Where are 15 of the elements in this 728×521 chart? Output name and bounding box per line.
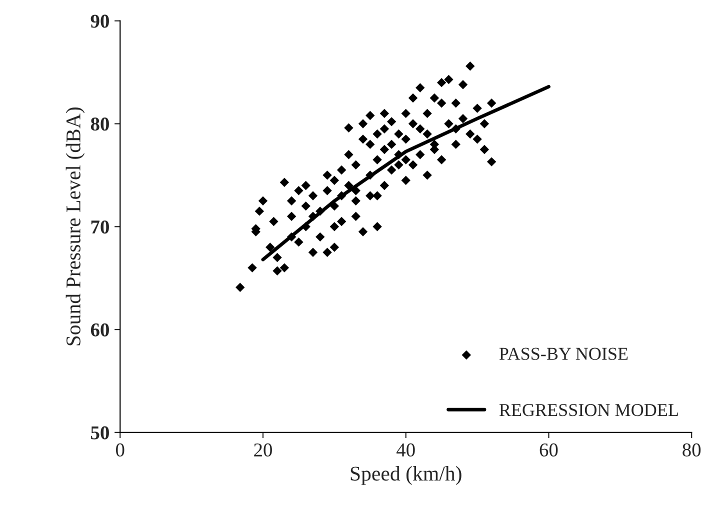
y-tick-label: 60 (90, 323, 109, 336)
y-tick-label: 50 (91, 426, 109, 440)
x-tick-label: 60 (540, 443, 558, 457)
legend-label: REGRESSION MODEL (499, 404, 678, 416)
line-series (261, 84, 550, 262)
y-axis-title: Sound Pressure Level (dBA) (66, 107, 85, 346)
x-tick-label: 0 (116, 443, 124, 457)
y-tick-label: 80 (90, 118, 109, 131)
x-tick-label: 80 (682, 443, 701, 457)
x-tick-label: 20 (254, 443, 272, 457)
y-tick-label: 90 (90, 14, 109, 28)
legend-label: PASS-BY NOISE (499, 348, 628, 360)
x-tick-label: 40 (396, 443, 415, 457)
y-tick-label: 70 (91, 220, 109, 234)
x-axis-title: Speed (km/h) (350, 466, 462, 485)
